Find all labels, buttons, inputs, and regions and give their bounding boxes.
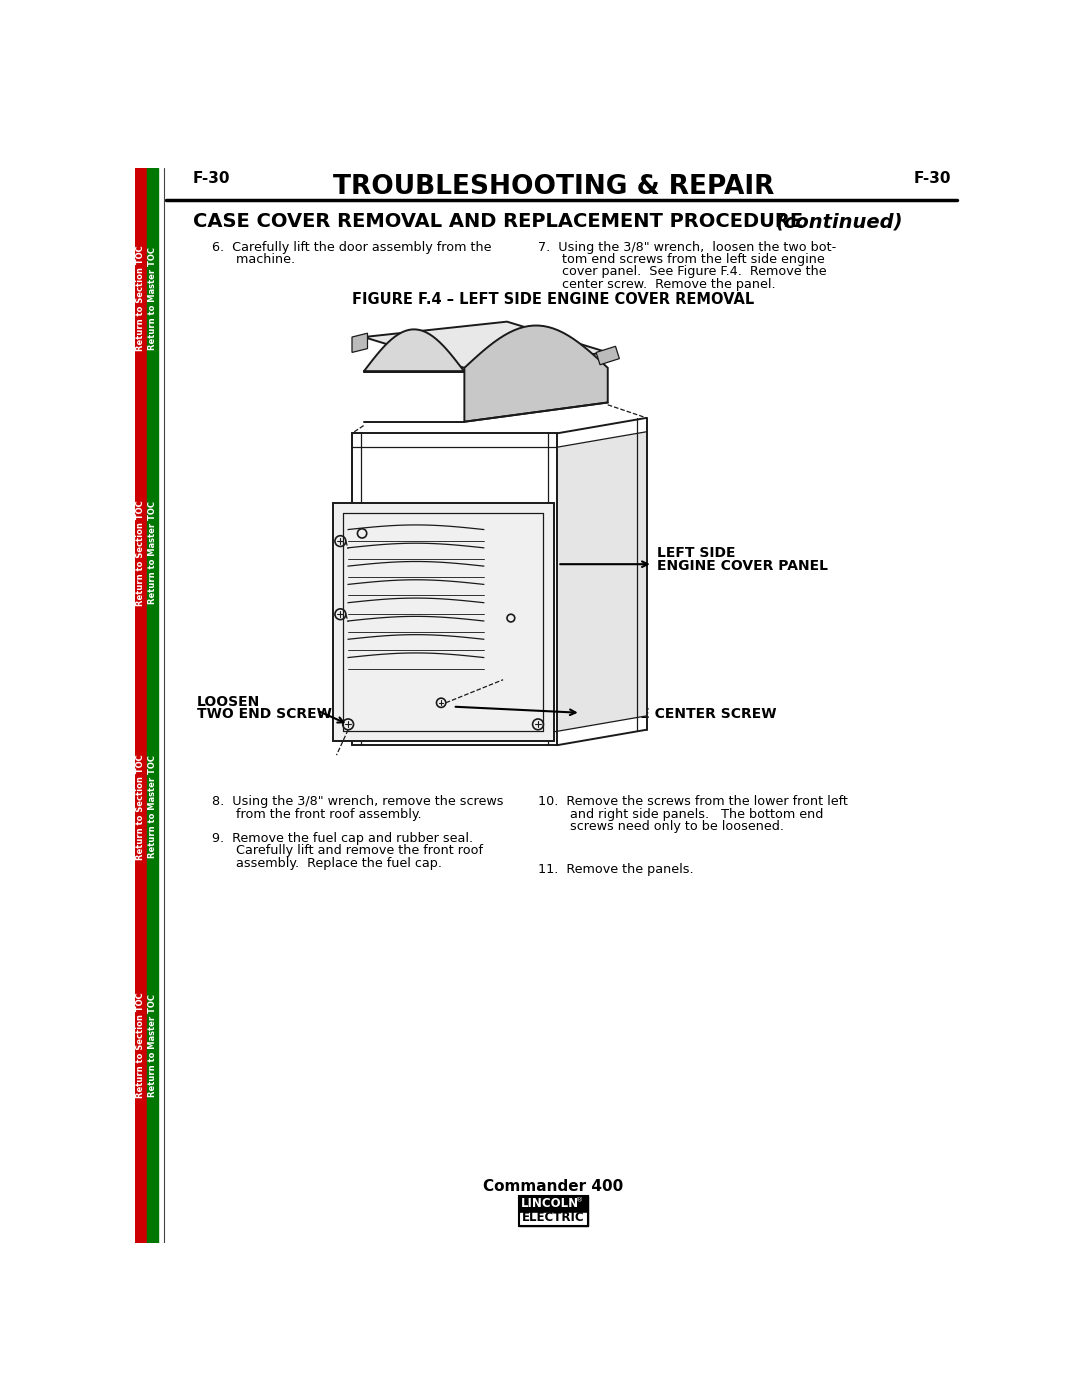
Text: LOOSEN: LOOSEN: [197, 696, 260, 710]
Bar: [147, 168, 159, 1243]
Text: Return to Section TOC: Return to Section TOC: [136, 500, 145, 605]
Text: assembly.  Replace the fuel cap.: assembly. Replace the fuel cap.: [213, 856, 443, 870]
Text: 7.  Using the 3/8" wrench,  loosen the two bot-: 7. Using the 3/8" wrench, loosen the two…: [538, 240, 836, 254]
Text: Return to Section TOC: Return to Section TOC: [136, 754, 145, 859]
Polygon shape: [596, 346, 619, 365]
Polygon shape: [364, 321, 608, 367]
Text: F-30: F-30: [914, 172, 951, 186]
Text: ELECTRIC: ELECTRIC: [523, 1211, 584, 1224]
Text: from the front roof assembly.: from the front roof assembly.: [213, 807, 422, 820]
Text: 10.  Remove the screws from the lower front left: 10. Remove the screws from the lower fro…: [538, 795, 848, 809]
Text: Return to Master TOC: Return to Master TOC: [148, 756, 157, 858]
Bar: [518, 1196, 589, 1225]
Text: Commander 400: Commander 400: [484, 1179, 623, 1193]
Text: Return to Section TOC: Return to Section TOC: [136, 246, 145, 352]
Text: center screw.  Remove the panel.: center screw. Remove the panel.: [538, 278, 775, 291]
Polygon shape: [557, 432, 647, 731]
Bar: [521, 1213, 586, 1224]
Text: ®: ®: [577, 1197, 583, 1203]
Text: tom end screws from the left side engine: tom end screws from the left side engine: [538, 253, 825, 265]
Text: and right side panels.   The bottom end: and right side panels. The bottom end: [538, 807, 823, 820]
Text: LINCOLN: LINCOLN: [521, 1197, 579, 1210]
Text: ENGINE COVER PANEL: ENGINE COVER PANEL: [657, 559, 827, 573]
Text: 11.  Remove the panels.: 11. Remove the panels.: [538, 863, 693, 876]
Text: 6.  Carefully lift the door assembly from the: 6. Carefully lift the door assembly from…: [213, 240, 492, 254]
Text: Return to Master TOC: Return to Master TOC: [148, 502, 157, 604]
Text: Return to Master TOC: Return to Master TOC: [148, 993, 157, 1097]
Text: screws need only to be loosened.: screws need only to be loosened.: [538, 820, 784, 833]
Text: Return to Master TOC: Return to Master TOC: [148, 247, 157, 351]
Text: cover panel.  See Figure F.4.  Remove the: cover panel. See Figure F.4. Remove the: [538, 265, 826, 278]
Text: machine.: machine.: [213, 253, 296, 265]
Polygon shape: [364, 330, 464, 372]
Text: REMOVE CENTER SCREW: REMOVE CENTER SCREW: [584, 707, 777, 721]
Bar: [135, 168, 147, 1243]
Polygon shape: [464, 326, 608, 422]
Text: TROUBLESHOOTING & REPAIR: TROUBLESHOOTING & REPAIR: [333, 173, 774, 200]
Polygon shape: [333, 503, 554, 742]
Text: (continued): (continued): [775, 212, 904, 232]
Text: F-30: F-30: [193, 172, 231, 186]
Polygon shape: [352, 334, 367, 352]
Text: TWO END SCREWS: TWO END SCREWS: [197, 707, 342, 721]
Text: LEFT SIDE: LEFT SIDE: [657, 546, 735, 560]
Text: CASE COVER REMOVAL AND REPLACEMENT PROCEDURE: CASE COVER REMOVAL AND REPLACEMENT PROCE…: [193, 212, 804, 232]
Text: Carefully lift and remove the front roof: Carefully lift and remove the front roof: [213, 844, 484, 858]
Bar: [521, 1197, 586, 1211]
Text: Return to Section TOC: Return to Section TOC: [136, 992, 145, 1098]
Text: FIGURE F.4 – LEFT SIDE ENGINE COVER REMOVAL: FIGURE F.4 – LEFT SIDE ENGINE COVER REMO…: [352, 292, 755, 307]
Text: 8.  Using the 3/8" wrench, remove the screws: 8. Using the 3/8" wrench, remove the scr…: [213, 795, 504, 809]
Bar: [518, 1196, 589, 1225]
Text: 9.  Remove the fuel cap and rubber seal.: 9. Remove the fuel cap and rubber seal.: [213, 833, 474, 845]
